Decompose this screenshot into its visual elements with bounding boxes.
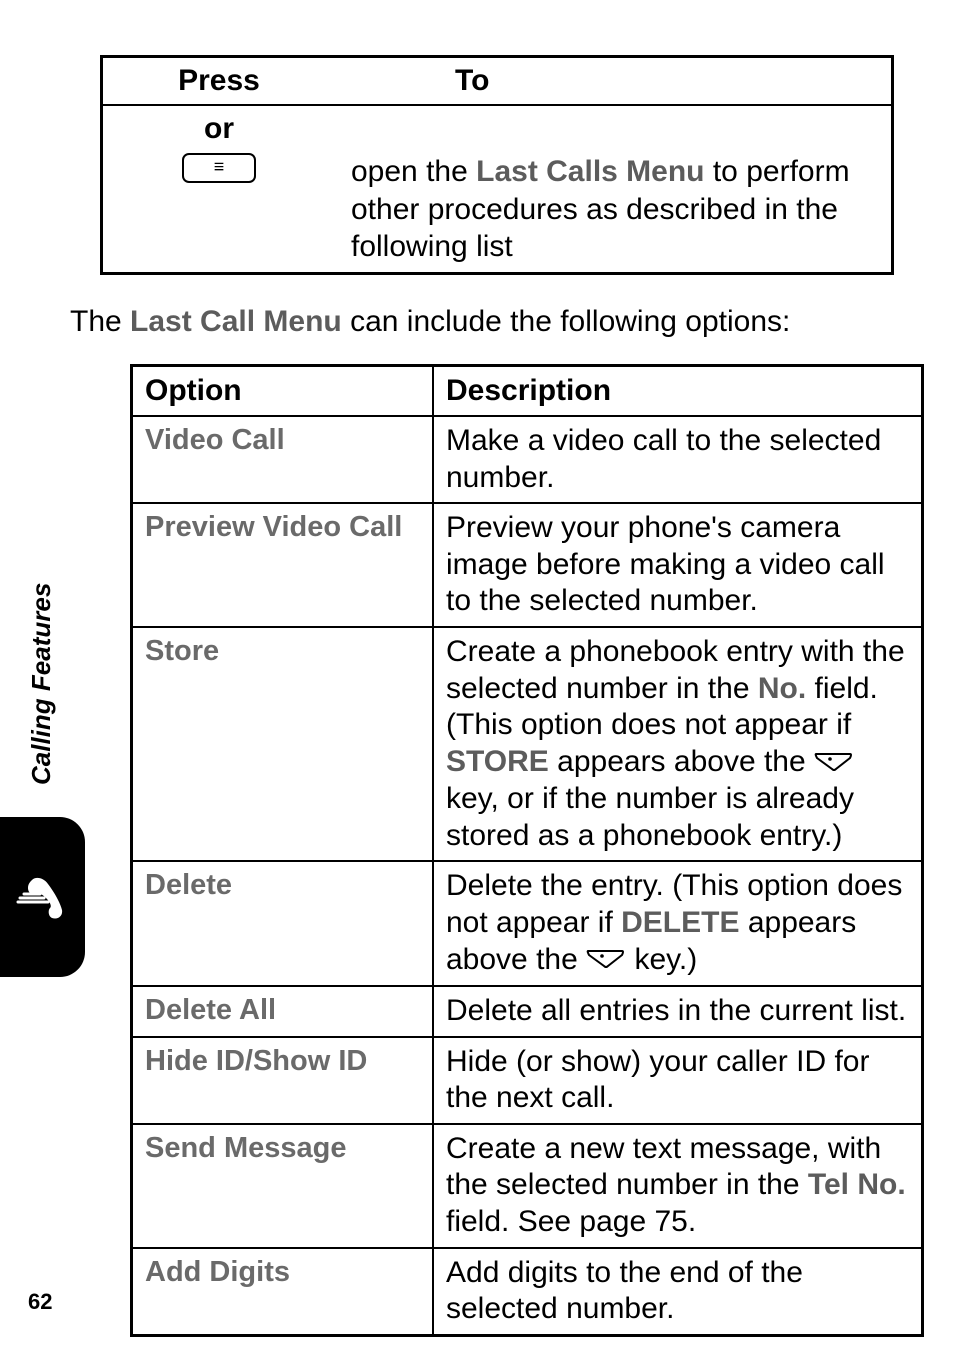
or-label: or: [102, 105, 336, 148]
intro-text: The Last Call Menu can include the follo…: [70, 305, 894, 339]
desc-video-call: Make a video call to the selected number…: [433, 416, 923, 503]
menu-key-cell: [102, 147, 336, 273]
press-to-table: Press To or open the Last Calls Menu to …: [100, 55, 894, 275]
option-send-message: Send Message: [132, 1124, 434, 1248]
desc-hide-show-id: Hide (or show) your caller ID for the ne…: [433, 1037, 923, 1124]
desc-store: Create a phonebook entry with the select…: [433, 627, 923, 861]
option-delete: Delete: [132, 861, 434, 986]
desc-preview-video-call: Preview your phone's camera image before…: [433, 503, 923, 627]
to-description: open the Last Calls Menu to perform othe…: [335, 147, 893, 273]
press-header: Press: [102, 57, 336, 105]
option-video-call: Video Call: [132, 416, 434, 503]
sidebar-phone-tab: [0, 817, 85, 977]
phone-icon: [10, 864, 76, 930]
to-header: To: [335, 57, 893, 105]
option-header: Option: [132, 365, 434, 416]
option-delete-all: Delete All: [132, 986, 434, 1037]
description-header: Description: [433, 365, 923, 416]
soft-key-icon: [586, 942, 626, 979]
menu-key-icon: [182, 153, 256, 183]
options-table: Option Description Video Call Make a vid…: [130, 364, 924, 1337]
desc-delete: Delete the entry. (This option does not …: [433, 861, 923, 986]
soft-key-icon: [814, 745, 854, 782]
sidebar-label: Calling Features: [26, 583, 57, 785]
option-add-digits: Add Digits: [132, 1248, 434, 1336]
desc-delete-all: Delete all entries in the current list.: [433, 986, 923, 1037]
desc-send-message: Create a new text message, with the sele…: [433, 1124, 923, 1248]
desc-add-digits: Add digits to the end of the selected nu…: [433, 1248, 923, 1336]
option-preview-video-call: Preview Video Call: [132, 503, 434, 627]
option-store: Store: [132, 627, 434, 861]
option-hide-show-id: Hide ID/Show ID: [132, 1037, 434, 1124]
page-number: 62: [28, 1289, 52, 1315]
